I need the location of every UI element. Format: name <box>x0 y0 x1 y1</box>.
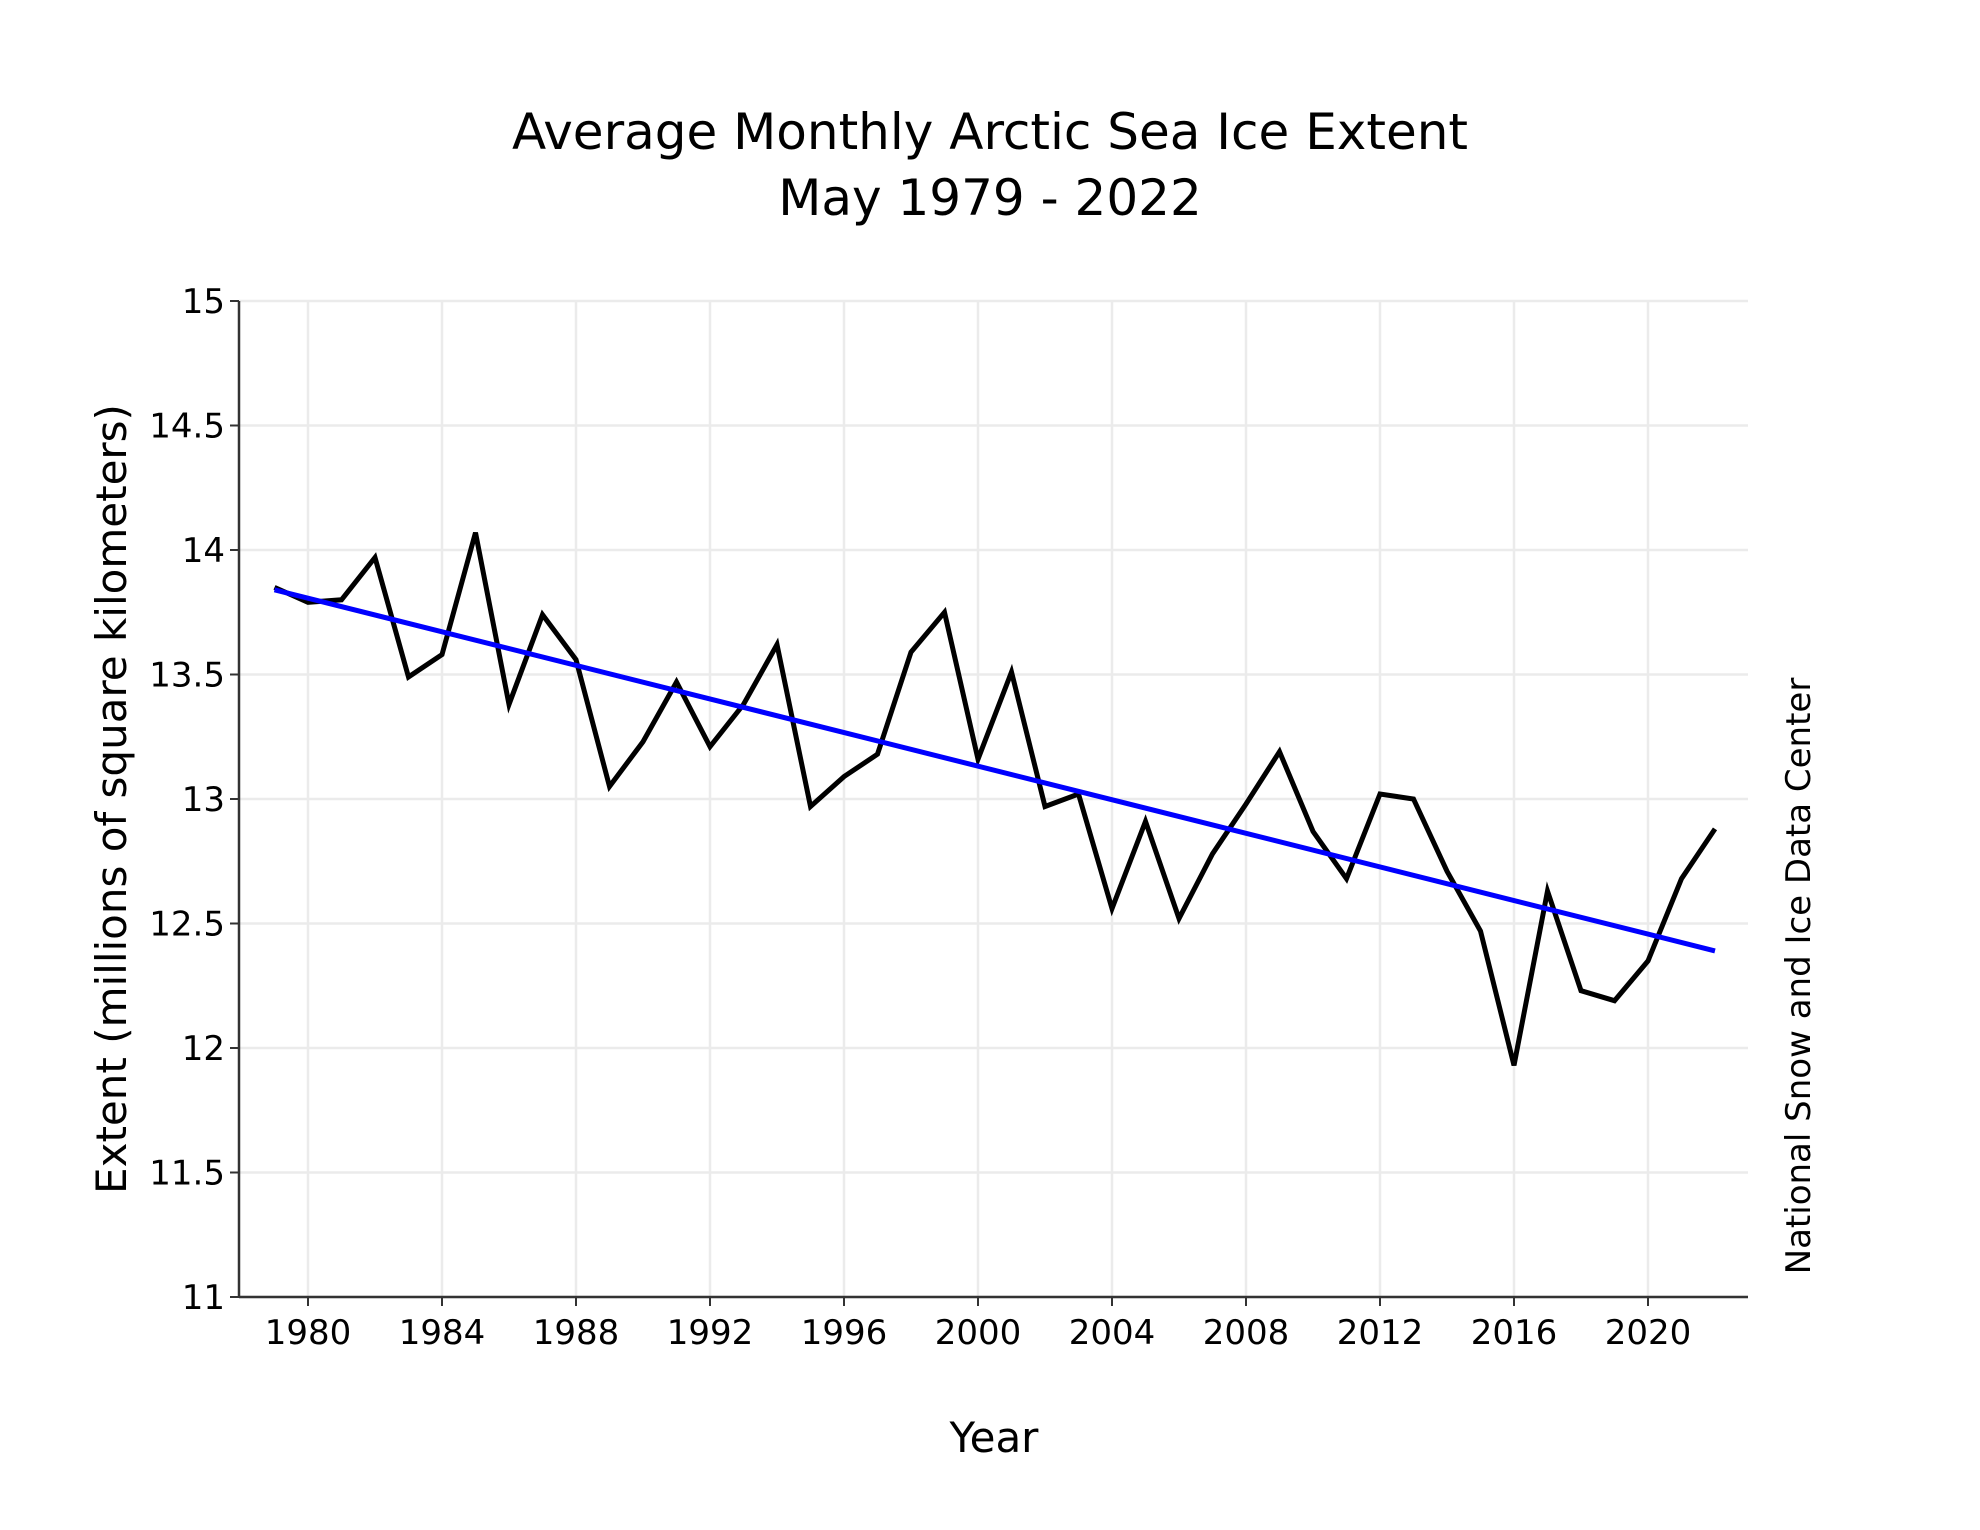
y-tick-label: 11 <box>182 1278 225 1318</box>
extent-series-line <box>273 531 1718 1067</box>
y-tick-label: 11.5 <box>149 1154 225 1194</box>
x-tick-label: 1992 <box>667 1313 754 1353</box>
x-axis-ticks: 1980 1984 1988 1992 1996 2000 2004 2008 2012 2016… <box>265 1297 1692 1353</box>
x-tick-label: 2000 <box>935 1313 1022 1353</box>
x-axis-label: Year <box>949 1413 1040 1462</box>
x-tick-label: 2020 <box>1605 1313 1692 1353</box>
chart-subtitle: May 1979 - 2022 <box>778 169 1202 227</box>
y-axis-label: Extent (millions of square kilometers) <box>87 404 136 1194</box>
x-tick-label: 2004 <box>1069 1313 1156 1353</box>
credit-label: National Snow and Ice Data Center <box>1779 678 1819 1275</box>
grid-lines <box>239 299 1748 1299</box>
y-tick-label: 14 <box>182 531 225 571</box>
y-tick-label: 13 <box>182 780 225 820</box>
x-tick-label: 1980 <box>265 1313 352 1353</box>
series-group <box>273 531 1718 1067</box>
chart-title: Average Monthly Arctic Sea Ice Extent <box>512 103 1468 161</box>
y-axis-ticks: 11 11.5 12 12.5 13 13.5 14 14.5 15 <box>149 282 239 1318</box>
y-tick-label: 13.5 <box>149 656 225 696</box>
y-tick-label: 14.5 <box>149 407 225 447</box>
y-tick-label: 12 <box>182 1029 225 1069</box>
x-tick-label: 1988 <box>533 1313 620 1353</box>
x-tick-label: 2008 <box>1203 1313 1290 1353</box>
x-tick-label: 2016 <box>1471 1313 1558 1353</box>
x-tick-label: 1996 <box>801 1313 888 1353</box>
y-tick-label: 15 <box>182 282 225 322</box>
trend-line <box>273 587 1716 954</box>
y-tick-label: 12.5 <box>149 905 225 945</box>
x-tick-label: 2012 <box>1337 1313 1424 1353</box>
x-tick-label: 1984 <box>399 1313 486 1353</box>
